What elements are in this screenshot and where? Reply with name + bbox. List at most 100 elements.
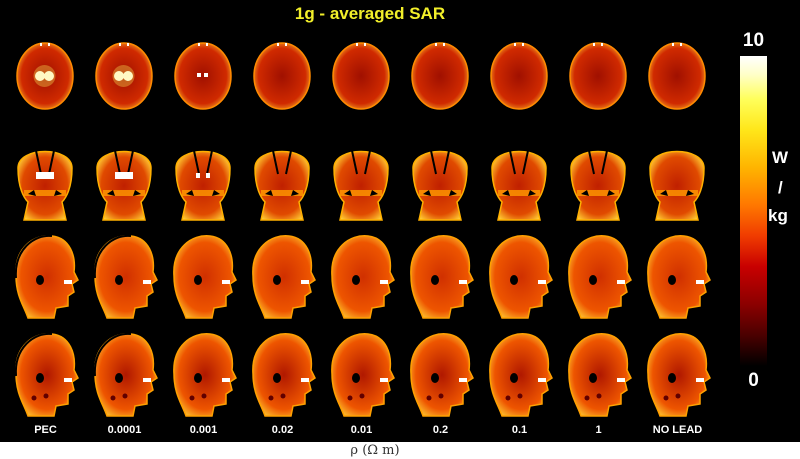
- lead-entry: [206, 43, 208, 46]
- lead-entry: [522, 43, 524, 46]
- sagittal-slice-shape: [410, 333, 474, 417]
- slice-outline: [490, 42, 548, 110]
- hotspot: [44, 71, 54, 81]
- lead-entry: [198, 43, 200, 46]
- slice-image-sagittal: [164, 226, 243, 322]
- ear-cavity: [589, 373, 597, 383]
- jaw-band: [419, 190, 461, 196]
- lead-wire: [271, 145, 279, 175]
- lead-wire: [93, 332, 132, 377]
- coronal-slice-shape: [570, 150, 626, 221]
- column-label: 0.0001: [107, 424, 142, 436]
- lead-entry: [356, 43, 358, 46]
- slice-image-axial: [164, 30, 243, 126]
- ear-cavity: [212, 190, 220, 196]
- sagittal-slice-shape: [173, 235, 237, 319]
- slice-outline: [411, 42, 469, 110]
- slice-image-sagittal: [480, 324, 559, 420]
- hotspot: [36, 172, 54, 179]
- bright-spot: [538, 378, 546, 382]
- sar-figure: 1g - averaged SAR PEC 0.0001 0.001 0.02 0.01…: [0, 0, 800, 442]
- lead-wire: [93, 234, 132, 279]
- slice-image-coronal: [638, 128, 717, 224]
- hotspot: [197, 73, 201, 77]
- axial-slice-shape: [649, 43, 705, 109]
- bright-spot: [301, 378, 309, 382]
- sagittal-slice-shape: [647, 235, 711, 319]
- lead-wire: [14, 234, 53, 279]
- jaw-band: [577, 190, 619, 196]
- slice-image-axial: [480, 30, 559, 126]
- column-label: 1: [595, 424, 602, 436]
- bright-spot: [64, 378, 72, 382]
- jaw-band: [340, 190, 382, 196]
- ear-cavity: [431, 373, 439, 383]
- jaw-band: [103, 190, 145, 196]
- slice-image-sagittal: [243, 324, 322, 420]
- dark-spot: [347, 395, 353, 401]
- coronal-slice-shape: [649, 150, 705, 221]
- axial-slice-shape: [570, 43, 626, 109]
- slice-outline: [569, 42, 627, 110]
- bright-spot: [459, 378, 467, 382]
- column-label: 0.001: [189, 424, 218, 436]
- dark-spot: [505, 395, 511, 401]
- slice-image-sagittal: [85, 226, 164, 322]
- lead-entry: [443, 43, 445, 46]
- lead-wire: [429, 145, 437, 175]
- slice-outline: [253, 42, 311, 110]
- lead-entry: [593, 43, 595, 46]
- ear-cavity: [54, 190, 62, 196]
- axial-slice-shape: [175, 43, 231, 109]
- lead-entry: [48, 43, 50, 46]
- sagittal-slice-shape: [252, 333, 316, 417]
- slice-image-axial: [6, 30, 85, 126]
- bright-spot: [696, 280, 704, 284]
- hotspot: [123, 71, 133, 81]
- bright-spot: [617, 280, 625, 284]
- ear-cavity: [36, 275, 44, 285]
- axial-slice-shape: [491, 43, 547, 109]
- jaw-band: [261, 190, 303, 196]
- slice-image-sagittal: [638, 226, 717, 322]
- sagittal-slice-shape: [410, 235, 474, 319]
- bright-spot: [380, 378, 388, 382]
- dark-spot: [359, 393, 365, 399]
- lead-entry: [680, 43, 682, 46]
- hotspot: [35, 71, 45, 81]
- ear-cavity: [115, 275, 123, 285]
- coronal-slice-shape: [254, 150, 310, 221]
- slice-image-sagittal: [164, 324, 243, 420]
- sagittal-slice-shape: [489, 235, 553, 319]
- lead-wire: [508, 145, 516, 175]
- dark-spot: [517, 393, 523, 399]
- bright-spot: [64, 280, 72, 284]
- ear-cavity: [668, 275, 676, 285]
- hotspot: [114, 71, 124, 81]
- slice-image-axial: [85, 30, 164, 126]
- coronal-slice-shape: [412, 150, 468, 221]
- image-grid: [6, 30, 718, 420]
- column-label: 0.1: [511, 424, 528, 436]
- lead-wire: [48, 145, 56, 175]
- lead-wire: [522, 145, 530, 175]
- ear-cavity: [115, 373, 123, 383]
- coronal-slice-shape: [491, 150, 547, 221]
- ear-cavity: [107, 190, 115, 196]
- hotspot: [206, 173, 210, 178]
- slice-image-sagittal: [480, 226, 559, 322]
- ear-cavity: [186, 190, 194, 196]
- sagittal-slice-shape: [568, 235, 632, 319]
- lead-entry: [40, 43, 42, 46]
- dark-spot: [31, 395, 37, 401]
- ear-cavity: [581, 190, 589, 196]
- axial-slice-shape: [412, 43, 468, 109]
- bright-spot: [222, 280, 230, 284]
- ear-cavity: [36, 373, 44, 383]
- dark-spot: [268, 395, 274, 401]
- bright-spot: [143, 378, 151, 382]
- lead-entry: [285, 43, 287, 46]
- column-label: 0.2: [432, 424, 449, 436]
- ear-cavity: [194, 275, 202, 285]
- lead-entry: [672, 43, 674, 46]
